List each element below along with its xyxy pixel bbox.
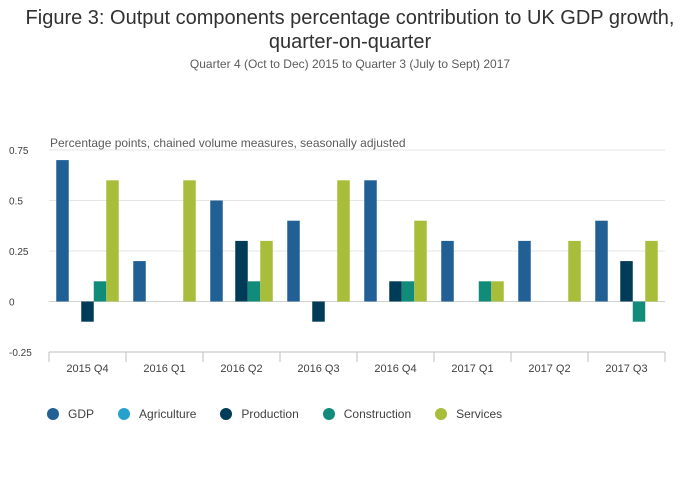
- bar: [56, 160, 69, 302]
- bar: [389, 281, 402, 302]
- legend-label: Agriculture: [139, 407, 197, 421]
- bar: [645, 240, 658, 302]
- legend-label: Services: [456, 407, 503, 421]
- legend-marker: [322, 408, 335, 420]
- bar: [595, 220, 608, 302]
- x-tick-label: 2016 Q2: [220, 363, 262, 375]
- bar: [93, 281, 107, 302]
- y-tick-label: 0.75: [9, 146, 29, 157]
- legend-marker: [118, 408, 131, 420]
- legend-item[interactable]: Construction: [322, 407, 412, 421]
- y-tick-label: 0.5: [9, 197, 23, 208]
- bar: [401, 281, 415, 302]
- bar: [312, 301, 325, 322]
- bar: [518, 240, 531, 302]
- bar: [441, 240, 454, 302]
- bar: [568, 240, 581, 302]
- x-tick-label: 2017 Q2: [528, 363, 570, 375]
- bar: [106, 180, 119, 302]
- x-tick-label: 2016 Q4: [374, 363, 416, 375]
- y-tick-label: 0.25: [9, 247, 29, 258]
- bar: [620, 261, 633, 302]
- bar: [183, 180, 196, 302]
- x-tick-label: 2016 Q3: [297, 363, 339, 375]
- legend-item[interactable]: Production: [220, 407, 299, 421]
- chart-title: Figure 3: Output components percentage c…: [25, 7, 675, 53]
- bar: [260, 240, 273, 302]
- legend-label: Construction: [343, 407, 412, 421]
- legend-marker: [435, 408, 448, 420]
- bar: [247, 281, 261, 302]
- legend-label: Production: [241, 407, 299, 421]
- legend-marker: [220, 408, 233, 420]
- bar: [478, 281, 492, 302]
- bar: [81, 301, 94, 322]
- y-tick-label: -0.25: [9, 348, 32, 359]
- bar: [287, 220, 300, 302]
- legend-item[interactable]: GDP: [47, 407, 94, 421]
- chart-legend: GDP Agriculture Production Construction Serv…: [47, 407, 526, 421]
- legend-item[interactable]: Agriculture: [118, 407, 196, 421]
- bar: [235, 240, 248, 302]
- x-tick-label: 2017 Q1: [451, 363, 493, 375]
- x-tick-label: 2017 Q3: [605, 363, 647, 375]
- bar: [210, 200, 223, 302]
- legend-item[interactable]: Services: [435, 407, 502, 421]
- x-tick-label: 2016 Q1: [143, 363, 185, 375]
- y-axis-label: Percentage points, chained volume measur…: [50, 136, 406, 150]
- bar: [414, 220, 427, 302]
- y-tick-label: 0: [9, 298, 15, 309]
- bar: [364, 180, 377, 302]
- chart-subtitle: Quarter 4 (Oct to Dec) 2015 to Quarter 3…: [189, 57, 511, 71]
- x-tick-label: 2015 Q4: [66, 363, 108, 375]
- bar: [632, 301, 646, 322]
- bar: [337, 180, 350, 302]
- bar: [491, 281, 504, 302]
- legend-marker: [47, 408, 59, 420]
- bar: [133, 261, 146, 302]
- legend-label: GDP: [68, 407, 95, 421]
